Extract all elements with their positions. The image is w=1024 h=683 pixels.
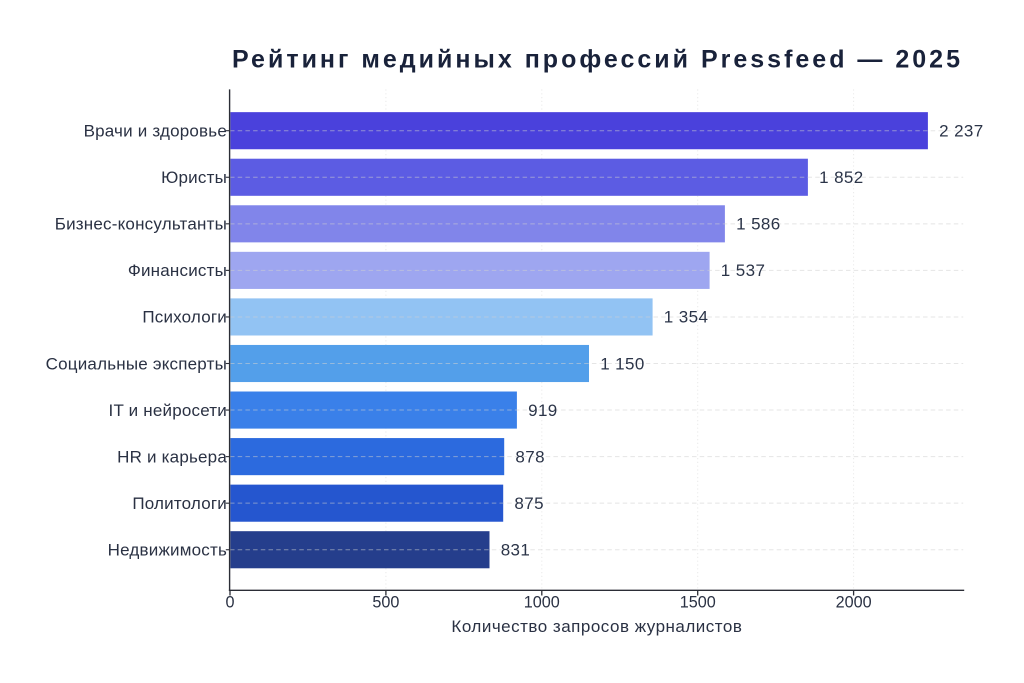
svg-text:919: 919 bbox=[528, 401, 558, 420]
svg-text:500: 500 bbox=[372, 594, 399, 612]
svg-text:Врачи и здоровье: Врачи и здоровье bbox=[84, 122, 227, 141]
svg-text:1 852: 1 852 bbox=[819, 168, 864, 187]
svg-text:831: 831 bbox=[501, 541, 531, 560]
svg-text:1 150: 1 150 bbox=[600, 354, 645, 373]
svg-text:875: 875 bbox=[514, 494, 544, 513]
svg-text:Количество запросов журналисто: Количество запросов журналистов bbox=[451, 617, 742, 636]
svg-text:Рейтинг медийных профессий Pre: Рейтинг медийных профессий Pressfeed — 2… bbox=[232, 45, 963, 73]
svg-text:Бизнес-консультанты: Бизнес-консультанты bbox=[55, 215, 227, 234]
svg-text:HR и карьера: HR и карьера bbox=[117, 447, 227, 466]
svg-text:IT и нейросети: IT и нейросети bbox=[109, 401, 227, 420]
svg-text:2 237: 2 237 bbox=[939, 122, 984, 141]
svg-text:2000: 2000 bbox=[836, 594, 872, 612]
svg-text:0: 0 bbox=[225, 594, 234, 612]
svg-text:Недвижимость: Недвижимость bbox=[108, 541, 227, 560]
svg-text:1 537: 1 537 bbox=[721, 261, 766, 280]
svg-text:Финансисты: Финансисты bbox=[128, 261, 227, 280]
svg-text:Психологи: Психологи bbox=[142, 308, 227, 327]
svg-text:878: 878 bbox=[515, 447, 545, 466]
svg-text:Политологи: Политологи bbox=[132, 494, 227, 513]
svg-text:1500: 1500 bbox=[680, 594, 716, 612]
svg-text:1 354: 1 354 bbox=[664, 308, 709, 327]
svg-text:1 586: 1 586 bbox=[736, 215, 781, 234]
svg-text:Юристы: Юристы bbox=[161, 168, 227, 187]
svg-text:1000: 1000 bbox=[524, 594, 560, 612]
svg-text:Социальные эксперты: Социальные эксперты bbox=[46, 354, 227, 373]
